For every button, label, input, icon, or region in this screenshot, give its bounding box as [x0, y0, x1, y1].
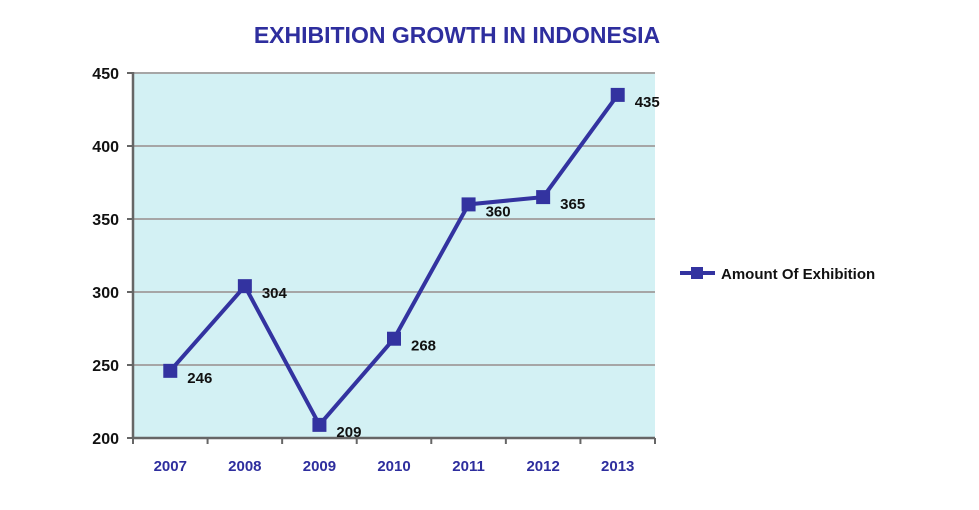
- y-tick-label: 350: [92, 212, 119, 229]
- legend-label: Amount Of Exhibition: [721, 266, 875, 283]
- x-tick-label: 2010: [377, 458, 410, 475]
- x-tick-label: 2007: [154, 458, 187, 475]
- data-point: [163, 363, 178, 378]
- legend-marker: [691, 267, 703, 279]
- data-point: [461, 197, 476, 212]
- y-tick-label: 450: [92, 66, 119, 83]
- plot-area: [133, 73, 655, 438]
- data-point: [387, 331, 401, 346]
- data-label: 365: [560, 196, 585, 213]
- data-point: [237, 279, 252, 294]
- data-point: [536, 190, 551, 205]
- chart-title: EXHIBITION GROWTH IN INDONESIA: [254, 22, 660, 48]
- x-tick-label: 2008: [228, 458, 261, 475]
- x-tick-label: 2012: [526, 458, 559, 475]
- data-label: 268: [411, 338, 436, 355]
- y-tick-label: 400: [92, 139, 119, 156]
- data-label: 304: [262, 285, 288, 302]
- x-tick-label: 2011: [452, 458, 485, 475]
- data-label: 435: [635, 94, 660, 111]
- data-label: 360: [486, 203, 511, 220]
- x-tick-label: 2009: [303, 458, 336, 475]
- y-tick-label: 200: [92, 431, 119, 448]
- y-tick-label: 300: [92, 285, 119, 302]
- y-tick-label: 250: [92, 358, 119, 375]
- data-point: [312, 417, 327, 432]
- x-tick-label: 2013: [601, 458, 634, 475]
- data-label: 209: [336, 424, 361, 441]
- data-point: [610, 87, 625, 102]
- data-label: 246: [187, 370, 212, 387]
- legend: Amount Of Exhibition: [680, 266, 875, 283]
